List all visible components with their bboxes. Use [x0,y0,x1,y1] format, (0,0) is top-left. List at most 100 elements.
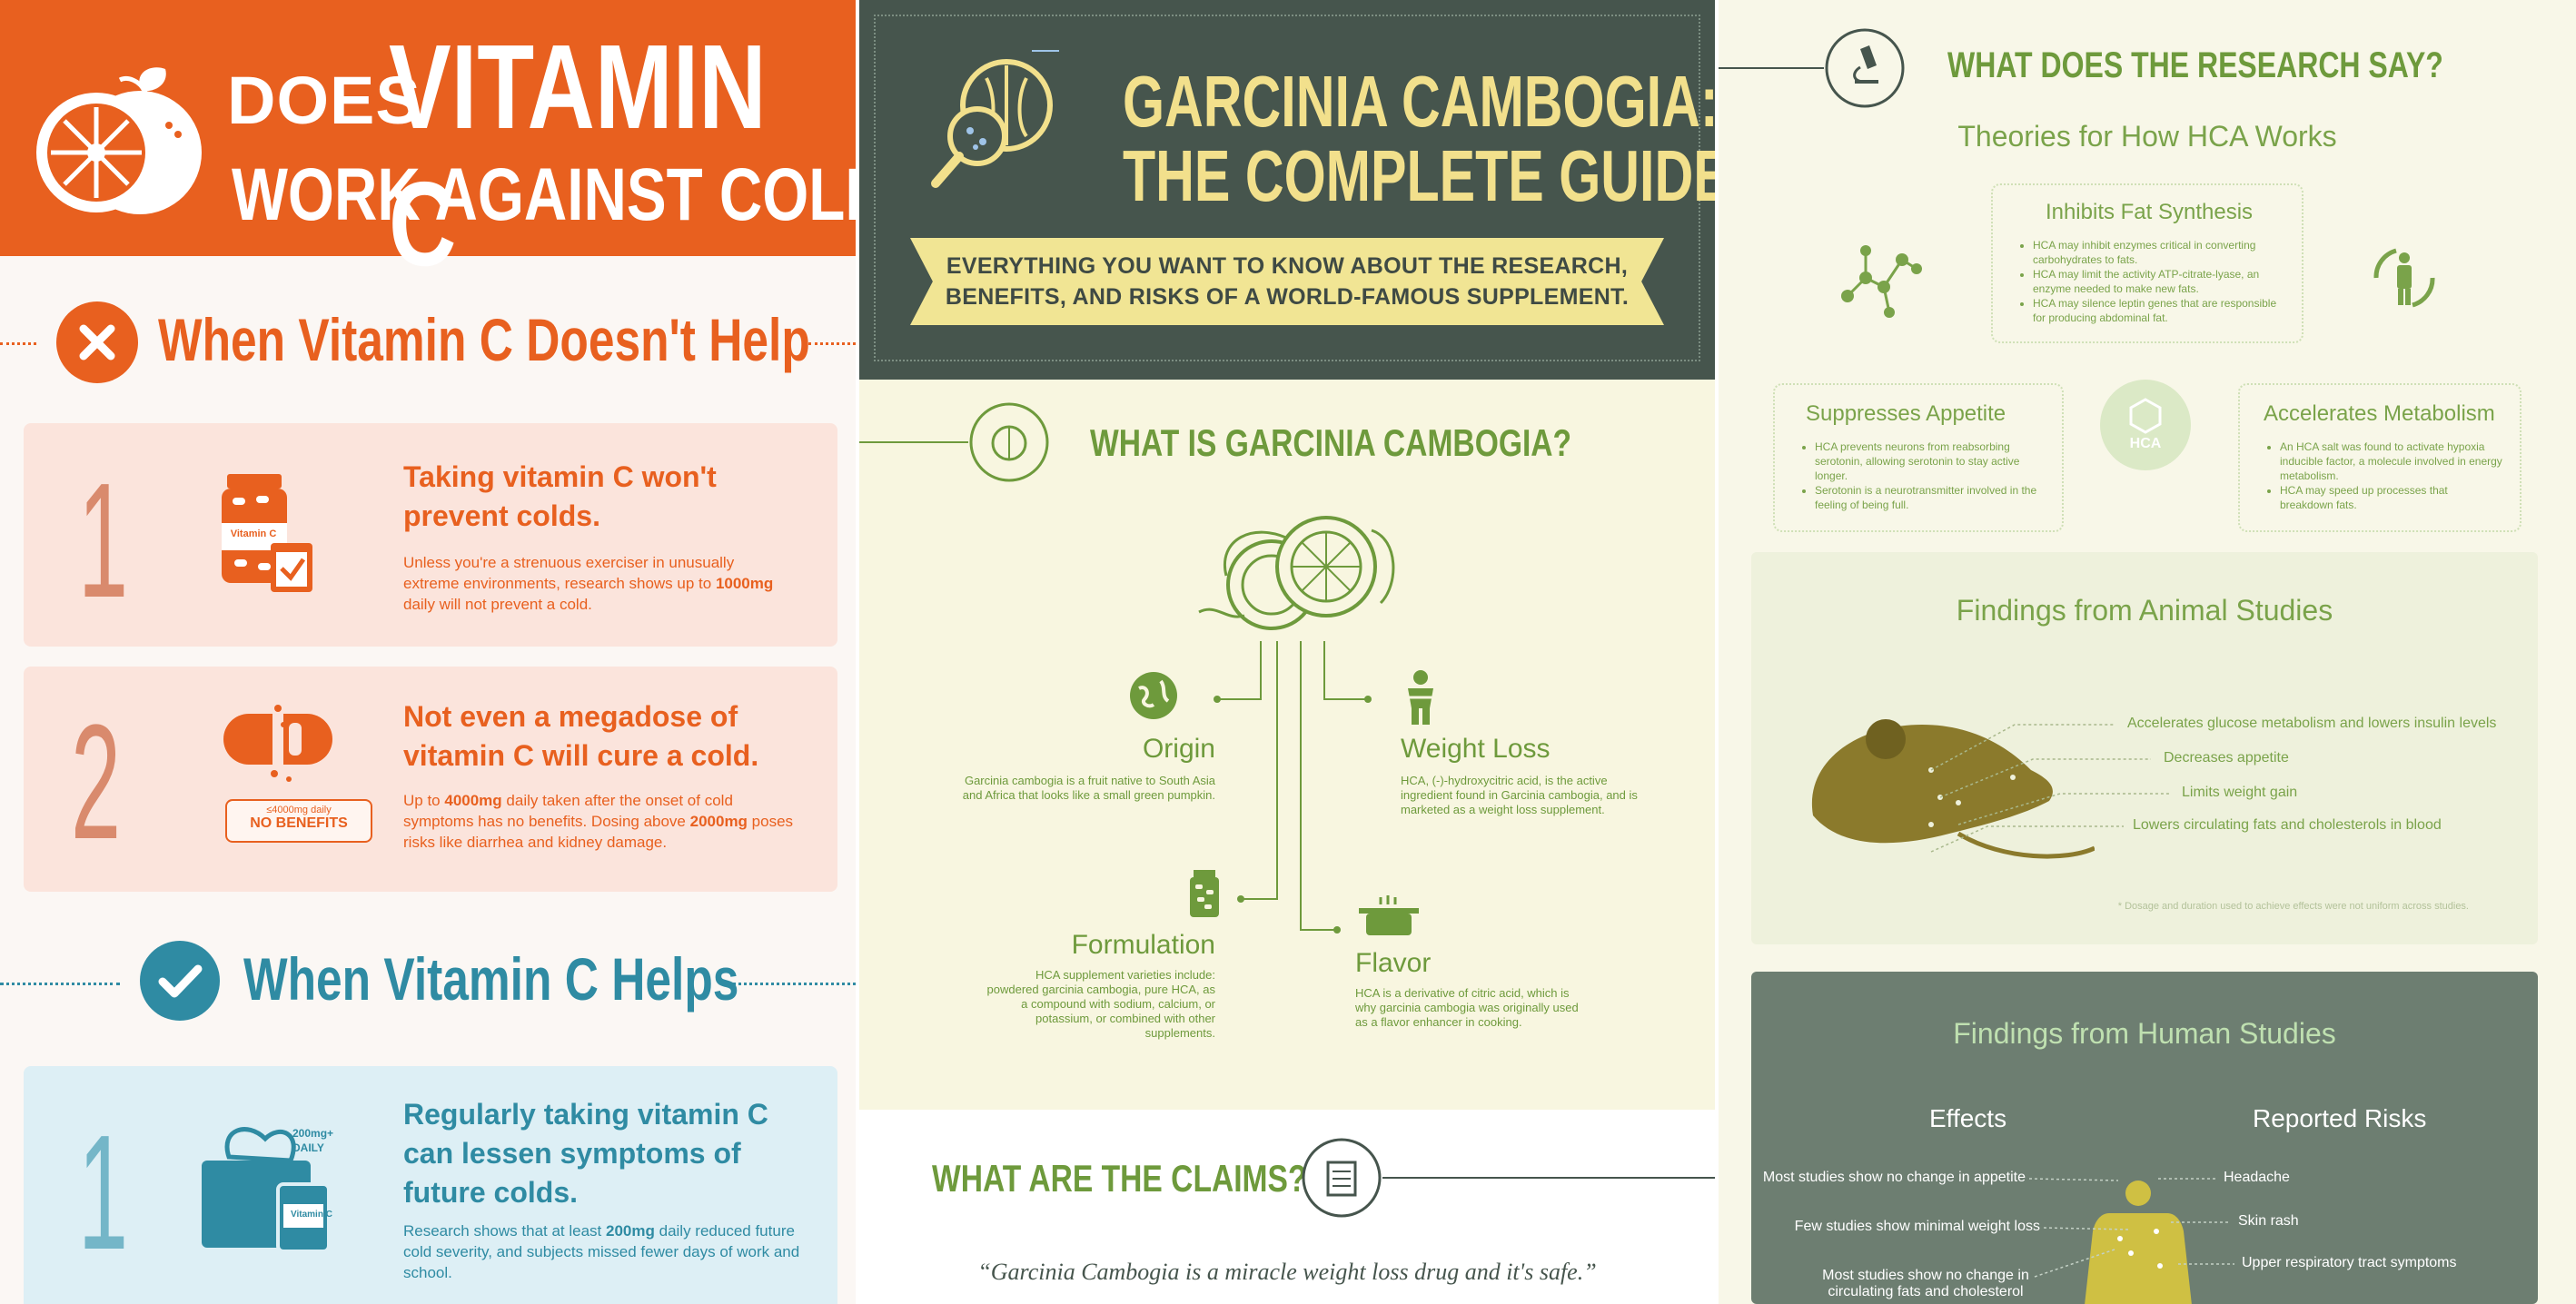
body-bold: 1000mg [715,575,774,592]
body-text: daily will not prevent a cold. [403,596,592,613]
hca-label: HCA [2129,436,2162,451]
card-no-cure: 2 ≤4000mg daily NO BENEFITS Not even a m… [24,667,837,892]
bullet: HCA may silence leptin genes that are re… [2033,296,2287,325]
person-cycle-icon [2363,242,2445,314]
bullet: HCA may speed up processes that breakdow… [2280,483,2503,512]
garcinia-fruit-illustration [1190,503,1408,648]
box-title: Accelerates Metabolism [2264,401,2495,426]
origin-label: Origin [1142,734,1215,764]
risk-0: Headache [2224,1170,2290,1185]
human-leader-lines [2028,1178,2234,1278]
card-lessen-symptoms: 1 Vitamin C 200mg+ DAILY Regularly takin… [24,1066,837,1304]
effect-0: Most studies show no change in appetite [1762,1170,2026,1185]
body-bold: 200mg [606,1222,655,1240]
broken-capsule-icon [205,703,351,794]
risk-1: Skin rash [2238,1213,2299,1229]
metabolism-box: Accelerates Metabolism An HCA salt was f… [2238,383,2522,532]
tag-small-text: ≤4000mg daily [266,805,332,815]
banner-line-1: EVERYTHING YOU WANT TO KNOW ABOUT THE RE… [946,253,1629,279]
bullet: HCA may limit the activity ATP-citrate-l… [2033,267,2287,296]
card-number: 1 [78,1101,129,1284]
formulation-label: Formulation [1071,930,1215,960]
vitamin-c-panel: DOES VITAMIN C WORK AGAINST COLDS? When … [0,0,856,1304]
garcinia-title-2: THE COMPLETE GUIDE [1123,135,1715,216]
check-circle-icon [138,939,222,1022]
effect-1: Few studies show minimal weight loss [1794,1219,2040,1234]
dose-label-1: 200mg+ [292,1127,334,1140]
garcinia-hero: GARCINIA CAMBOGIA: THE COMPLETE GUIDE EV… [859,0,1715,380]
bottle-label: Vitamin C [230,529,277,539]
card-title: Taking vitamin C won't prevent colds. [403,460,717,532]
box-title: Inhibits Fat Synthesis [2045,200,2254,224]
tissue-box-icon [193,1121,347,1257]
card-body: Unless you're a strenuous exerciser in u… [403,552,785,615]
bullet: HCA may inhibit enzymes critical in conv… [2033,238,2287,267]
body-text: daily taken after the onset of cold symp… [403,792,733,830]
theories-title: Theories for How HCA Works [1957,120,2337,153]
rat-illustration [1804,688,2095,870]
animal-title: Findings from Animal Studies [1956,594,2333,627]
tag-big-text: NO BENEFITS [250,815,348,831]
bottle-label: Vitamin C [291,1210,332,1220]
divider-left [0,342,36,345]
cooking-pot-icon [1355,895,1422,937]
animal-leader-lines [1930,724,2169,853]
body-bold: 4000mg [444,792,502,809]
flavor-text: HCA is a derivative of citric acid, whic… [1355,986,1579,1029]
card-title: Regularly taking vitamin C can lessen sy… [403,1098,768,1209]
weight-loss-label: Weight Loss [1401,734,1551,764]
microscope-icon [1824,27,1906,109]
bullet: HCA prevents neurons from reabsorbing se… [1815,440,2047,483]
effects-title: Effects [1929,1104,2007,1132]
card-body: Up to 4000mg daily taken after the onset… [403,790,794,853]
body-bold: 2000mg [689,813,748,830]
divider-right [808,342,856,345]
divider-left [0,983,120,985]
orange-fruit-icon [33,53,205,216]
finding-1: Decreases appetite [2164,750,2289,766]
claims-section: WHAT ARE THE CLAIMS? “Garcinia Cambogia … [859,1110,1715,1304]
human-title: Findings from Human Studies [1953,1017,2336,1050]
body-text: Up to [403,792,445,809]
metabolism-bullets: An HCA salt was found to activate hypoxi… [2267,440,2503,512]
molecule-icon [1829,232,1929,323]
section-line [1719,67,1824,69]
appetite-bullets: HCA prevents neurons from reabsorbing se… [1802,440,2047,512]
research-title: WHAT DOES THE RESEARCH SAY? [1947,45,2443,85]
globe-icon [1126,668,1181,723]
claims-title: WHAT ARE THE CLAIMS? [932,1157,1307,1200]
bullet: Serotonin is a neurotransmitter involved… [1815,483,2047,512]
card-no-prevent: 1 Vitamin C Taking vitamin C won't preve… [24,423,837,647]
body-text: Unless you're a strenuous exerciser in u… [403,554,735,592]
human-figure [2084,1177,2193,1304]
pill-bottle-icon [214,469,323,596]
garcinia-panel: GARCINIA CAMBOGIA: THE COMPLETE GUIDE EV… [859,0,1715,1304]
no-benefits-tag: ≤4000mg daily NO BENEFITS [225,799,372,843]
card-number: 1 [78,449,129,632]
section-line [859,441,968,443]
card-title: Not even a megadose of vitamin C will cu… [403,700,759,772]
animal-footnote: * Dosage and duration used to achieve ef… [2117,901,2469,912]
divider-right [727,983,856,985]
risk-2: Upper respiratory tract symptoms [2242,1255,2457,1270]
hca-center: HCA [2100,380,2191,470]
card-body: Research shows that at least 200mg daily… [403,1220,812,1283]
finding-0: Accelerates glucose metabolism and lower… [2127,716,2497,731]
finding-3: Lowers circulating fats and cholesterols… [2133,817,2442,833]
document-icon [1301,1137,1382,1219]
card-number: 2 [71,691,122,874]
appetite-box: Suppresses Appetite HCA prevents neurons… [1773,383,2064,532]
banner-line-2: BENEFITS, AND RISKS OF A WORLD-FAMOUS SU… [945,284,1630,310]
fruit-circle-icon [968,401,1050,483]
vitamin-hero: DOES VITAMIN C WORK AGAINST COLDS? [0,0,856,291]
formulation-text: HCA supplement varieties include: powder… [986,968,1215,1040]
dose-label-2: DAILY [292,1141,324,1154]
research-panel: WHAT DOES THE RESEARCH SAY? Theories for… [1719,0,2576,1304]
finding-2: Limits weight gain [2182,785,2298,800]
animal-studies-section: Findings from Animal Studies Accelerates… [1751,552,2538,944]
body-text: Research shows that at least [403,1222,607,1240]
body-text: poses risks like diarrhea and kidney dam… [403,813,794,851]
section-title-helps: When Vitamin C Helps [243,945,739,1013]
hero-frame [874,15,1700,361]
claims-quote: “Garcinia Cambogia is a miracle weight l… [977,1259,1597,1285]
